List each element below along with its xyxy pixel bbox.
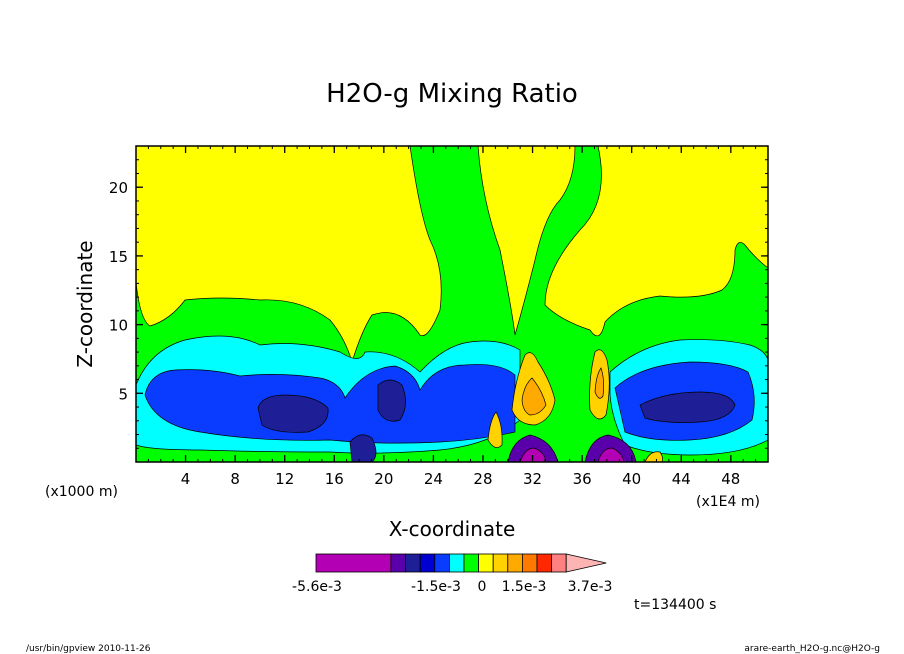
colorbar-label: -1.5e-3 <box>411 579 461 595</box>
x-tick-label: 44 <box>672 470 691 488</box>
contour-fill-yellow <box>477 146 576 336</box>
x-tick-label: 24 <box>424 470 443 488</box>
colorbar-swatch <box>522 553 538 573</box>
colorbar-swatch <box>315 553 392 573</box>
colorbar-swatch <box>492 553 509 573</box>
footer-left: /usr/bin/gpview 2010-11-26 <box>26 644 151 654</box>
y-tick-label: 10 <box>109 317 128 335</box>
colorbar-label: 0 <box>478 579 487 595</box>
contour-fill-blue <box>144 364 516 444</box>
contour-fill-orange <box>521 377 547 416</box>
footer-right: arare-earth_H2O-g.nc@H2O-g <box>744 644 880 654</box>
x-unit-right: (x1E4 m) <box>696 494 760 510</box>
colorbar-swatch <box>390 553 407 573</box>
contour-fill-orange <box>594 367 605 399</box>
y-tick-label: 15 <box>109 248 128 266</box>
x-tick-label: 36 <box>573 470 592 488</box>
contour-fill-darkblue <box>639 391 736 423</box>
contour-fill-darkblue <box>257 394 329 433</box>
colorbar-swatch <box>405 553 421 573</box>
x-tick-label: 12 <box>275 470 294 488</box>
y-axis: 5 10 15 20 <box>109 145 768 463</box>
chart-title: H2O-g Mixing Ratio <box>326 79 578 109</box>
colorbar-swatch <box>434 553 450 573</box>
colorbar-swatch <box>551 553 567 573</box>
contour-fill-magenta <box>597 447 625 462</box>
x-tick-label: 4 <box>181 470 191 488</box>
y-tick-label: 5 <box>118 385 128 403</box>
colorbar-swatch <box>536 553 553 573</box>
colorbar-swatch <box>448 553 465 573</box>
colorbar-swatch <box>478 553 494 573</box>
plot-area <box>136 146 768 462</box>
colorbar-swatch <box>463 553 480 573</box>
contour-fill-yellow <box>544 146 768 337</box>
time-label: t=134400 s <box>634 597 716 613</box>
x-tick-label: 8 <box>230 470 240 488</box>
plot-frame <box>135 145 769 463</box>
x-tick-label: 16 <box>325 470 344 488</box>
x-axis: 4 8 12 16 20 24 28 32 36 40 44 48 <box>135 146 769 488</box>
colorbar-extend-arrow <box>565 553 607 573</box>
x-axis-label: X-coordinate <box>389 517 516 541</box>
colorbar-swatch <box>507 553 523 573</box>
y-tick-label: 20 <box>109 179 128 197</box>
x-tick-label: 40 <box>622 470 641 488</box>
colorbar-label: -5.6e-3 <box>292 579 342 595</box>
contour-fill-gold <box>644 451 664 462</box>
colorbar-labels: -5.6e-3 -1.5e-3 0 1.5e-3 3.7e-3 <box>292 579 612 595</box>
y-axis-label: Z-coordinate <box>73 240 97 367</box>
x-tick-label: 20 <box>374 470 393 488</box>
x-unit-left: (x1000 m) <box>45 484 118 500</box>
x-tick-label: 28 <box>473 470 492 488</box>
colorbar-label: 3.7e-3 <box>568 579 613 595</box>
contour-fill-darkblue <box>349 434 377 462</box>
colorbar <box>315 553 607 573</box>
x-tick-label: 48 <box>721 470 740 488</box>
colorbar-swatch <box>419 553 436 573</box>
colorbar-label: 1.5e-3 <box>502 579 547 595</box>
contour-fill-darkblue <box>377 379 406 422</box>
contour-fill-gold <box>487 411 503 448</box>
x-tick-label: 32 <box>523 470 542 488</box>
